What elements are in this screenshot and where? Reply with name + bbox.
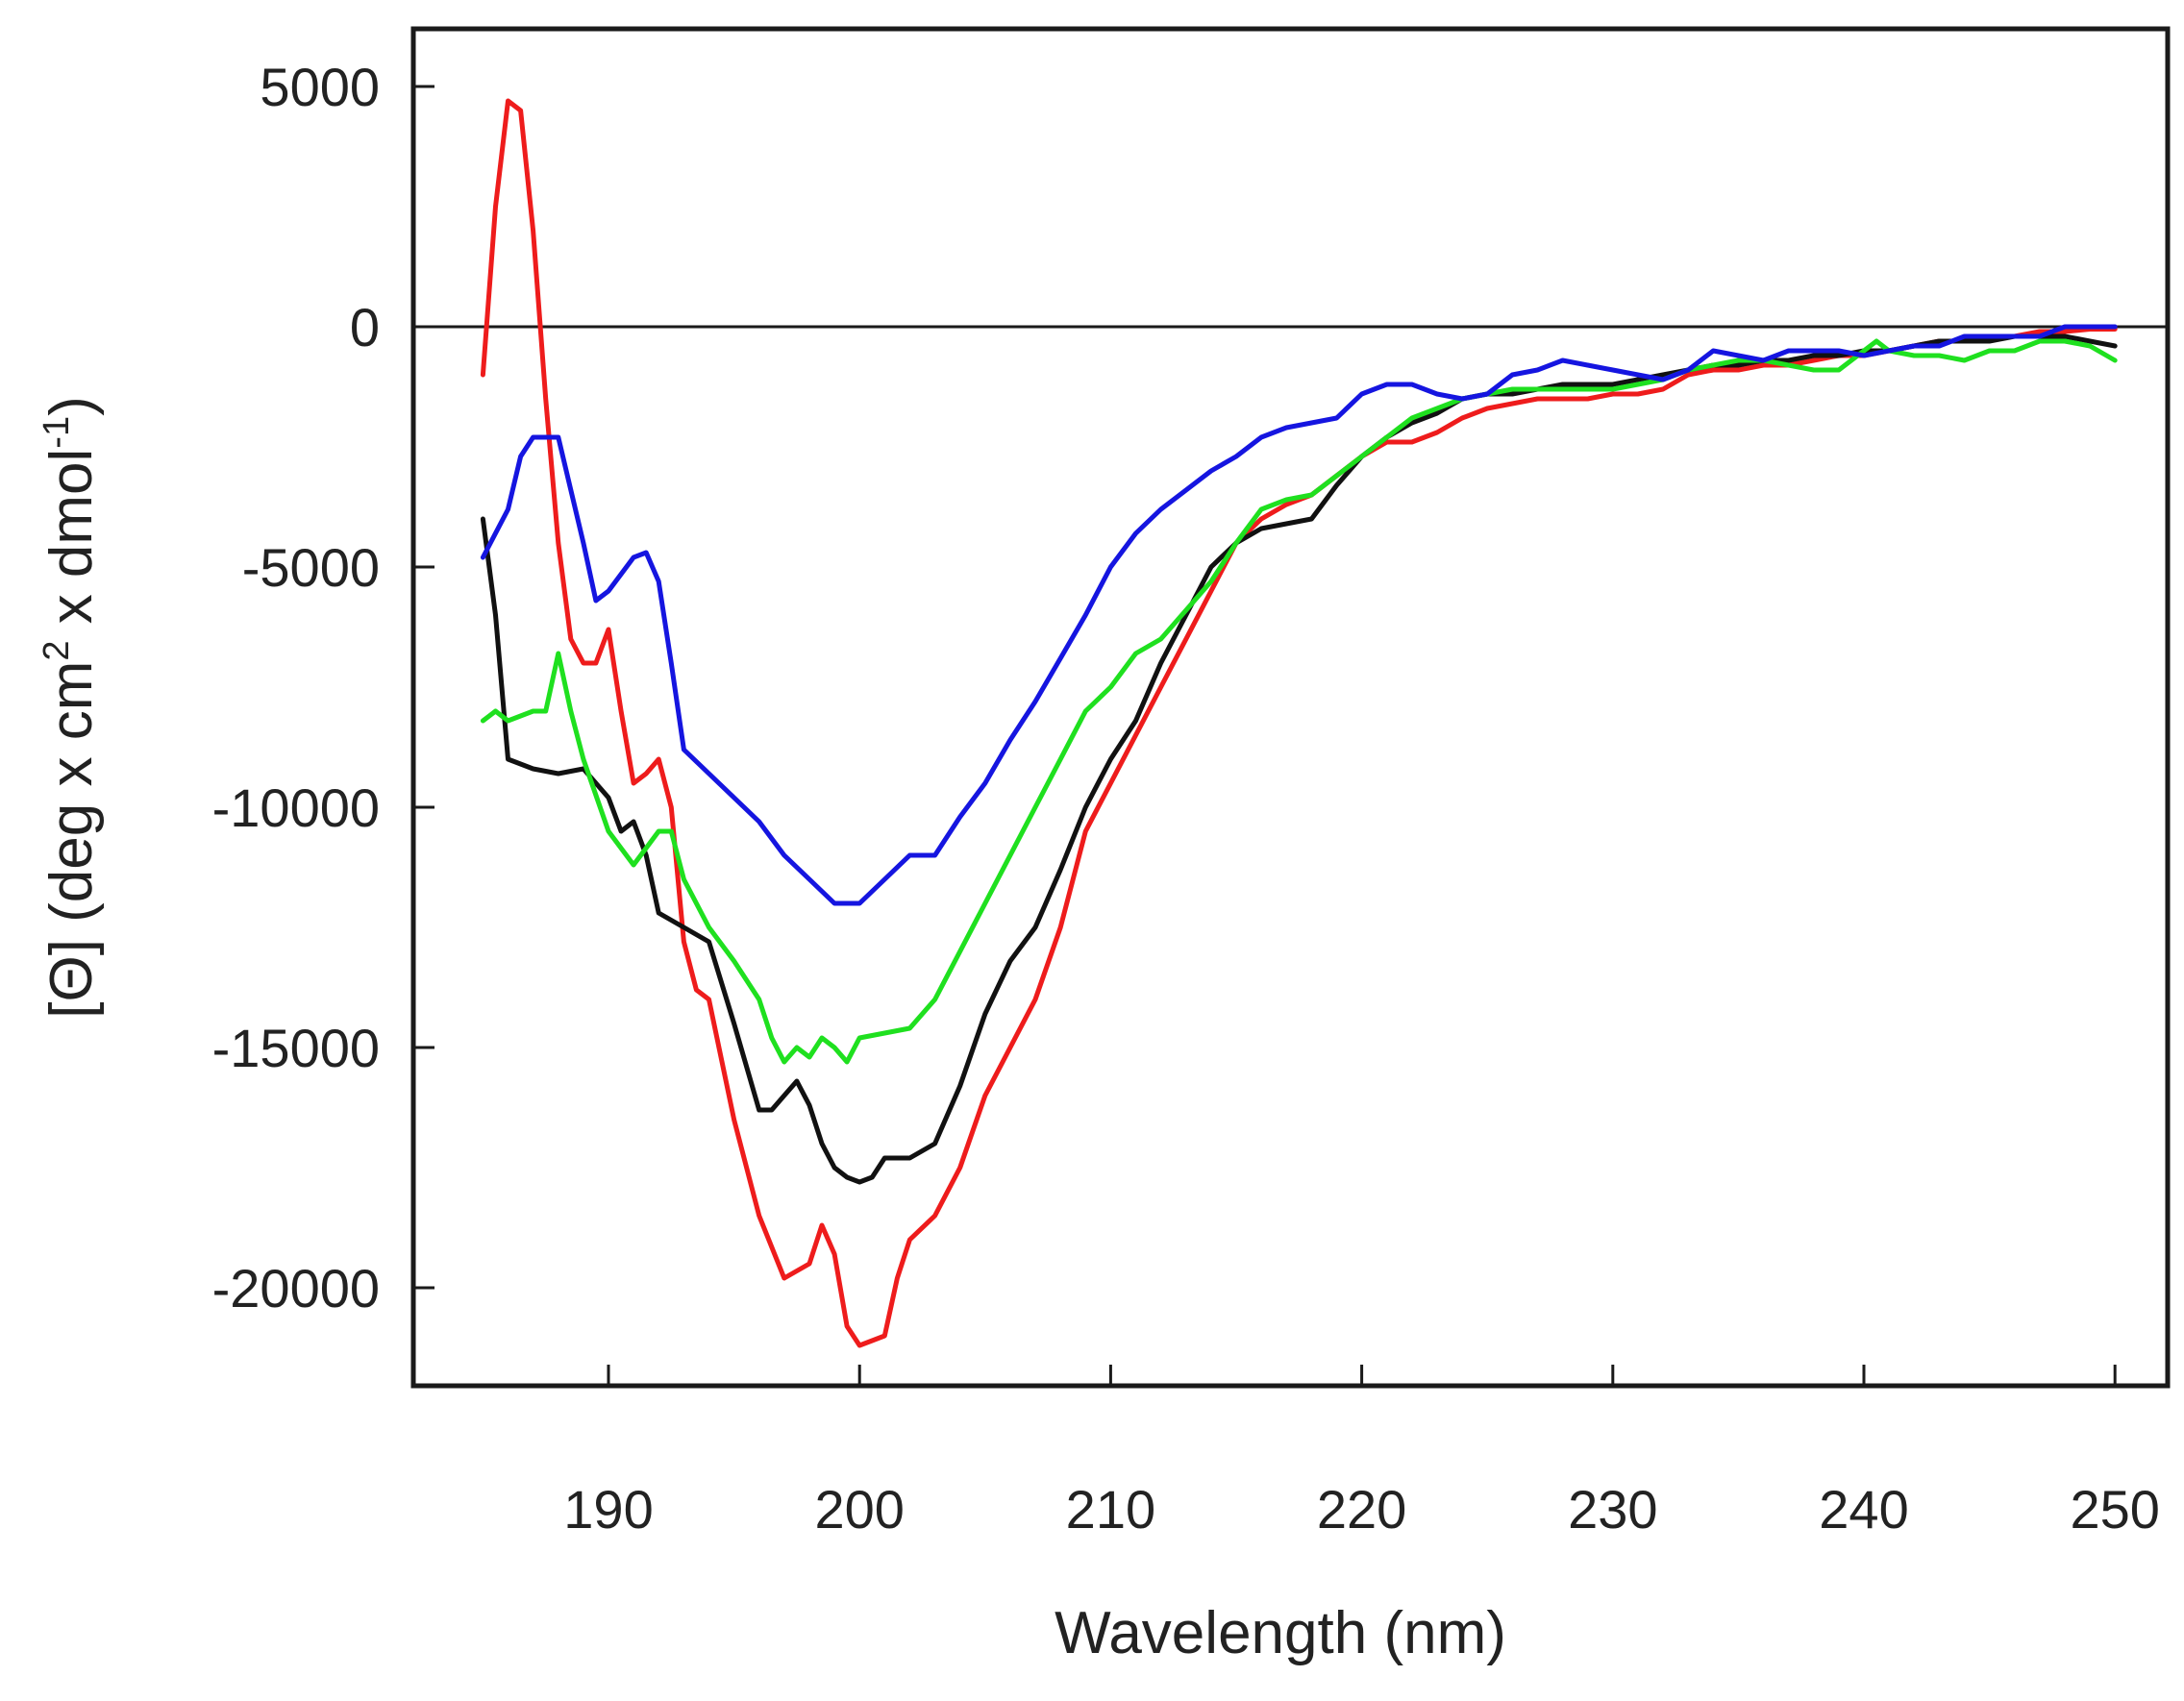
x-axis-title: Wavelength (nm) [1055, 1600, 1506, 1666]
series-group [480, 98, 2118, 1348]
x-tick-label: 190 [563, 1479, 653, 1540]
x-tick-label: 200 [814, 1479, 904, 1540]
y-tick-label: 0 [350, 297, 380, 357]
y-axis-title-theta: Θ [38, 955, 105, 1001]
y-tick-label: -20000 [212, 1258, 380, 1319]
series-line-black [480, 333, 2118, 1185]
y-axis-title-sup-neg1: -1 [37, 416, 77, 449]
x-axis-ticks: 190 200 210 220 230 240 250 [563, 1365, 2160, 1540]
y-axis-title-part-2: ] (deg x cm [38, 661, 105, 956]
series-line-green [480, 338, 2118, 1065]
y-axis-title-part-4: ) [38, 396, 105, 416]
y-axis-title-part-3: x dmol [38, 449, 105, 641]
x-tick-label: 210 [1066, 1479, 1155, 1540]
y-tick-label: -5000 [242, 537, 380, 598]
plot-frame [410, 26, 2171, 1389]
x-tick-label: 230 [1568, 1479, 1657, 1540]
y-tick-label: 5000 [260, 57, 380, 117]
x-tick-label: 240 [1819, 1479, 1908, 1540]
y-axis-title-part-1: [ [38, 1002, 105, 1019]
y-axis-ticks: 5000 0 -5000 -10000 -15000 -20000 [212, 57, 434, 1319]
y-tick-label: -15000 [212, 1018, 380, 1078]
series-line-blue [480, 324, 2118, 906]
y-axis-title: [Θ] (deg x cm2 x dmol-1) [37, 396, 105, 1019]
y-tick-label: -10000 [212, 777, 380, 838]
y-axis-title-sup-2: 2 [37, 641, 77, 661]
x-tick-label: 250 [2070, 1479, 2159, 1540]
x-tick-label: 220 [1317, 1479, 1406, 1540]
